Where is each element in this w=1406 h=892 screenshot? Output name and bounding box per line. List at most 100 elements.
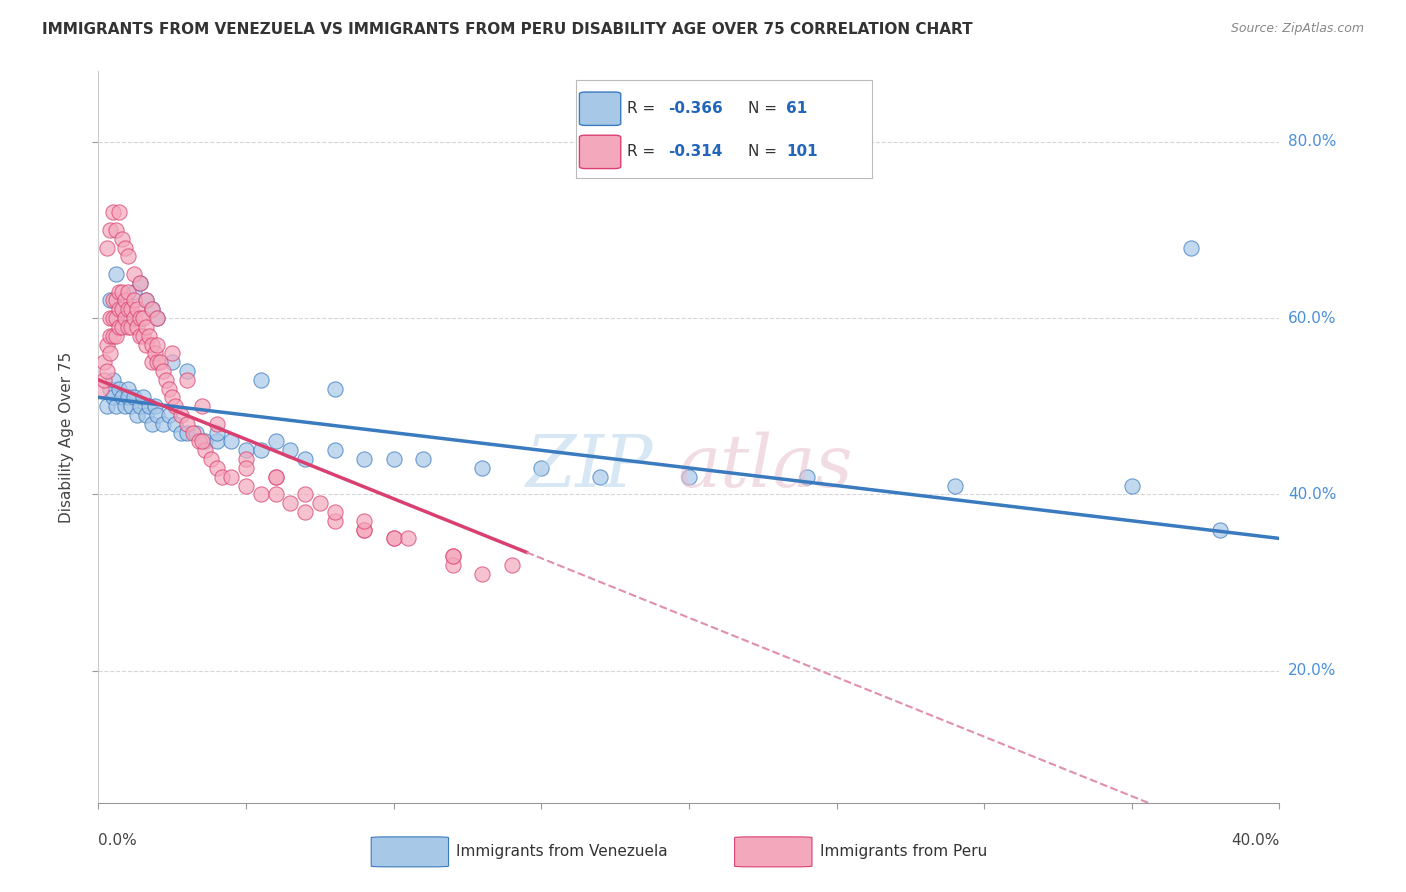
Point (165, 399, 187, 413)
Point (117, 320, 139, 334)
FancyBboxPatch shape (734, 837, 813, 867)
Point (264, 469, 287, 483)
Point (111, 320, 134, 334)
Point (105, 267, 128, 281)
FancyBboxPatch shape (371, 837, 449, 867)
Point (111, 285, 134, 299)
Point (135, 293, 157, 308)
Point (501, 558, 523, 572)
Point (114, 311, 136, 326)
Point (176, 425, 198, 440)
Point (146, 408, 169, 422)
Text: 40.0%: 40.0% (1288, 487, 1336, 502)
Point (98, 382, 121, 396)
Point (135, 337, 157, 351)
Point (176, 373, 198, 387)
Point (141, 337, 163, 351)
Point (141, 355, 163, 369)
Point (125, 408, 148, 422)
Point (103, 293, 125, 308)
Point (96, 337, 118, 351)
Point (205, 434, 228, 449)
Point (128, 399, 150, 413)
Point (353, 523, 375, 537)
Point (235, 461, 257, 475)
Point (235, 452, 257, 467)
Point (200, 452, 222, 467)
Point (105, 328, 128, 343)
Point (114, 293, 136, 308)
Text: R =: R = (627, 145, 659, 160)
Point (96, 364, 118, 378)
Point (122, 285, 145, 299)
Point (141, 302, 163, 317)
Point (398, 532, 420, 546)
Point (146, 355, 169, 369)
Point (98, 346, 121, 360)
Point (471, 461, 494, 475)
Text: -0.314: -0.314 (668, 145, 723, 160)
Point (170, 408, 193, 422)
Point (132, 311, 155, 326)
Point (132, 328, 155, 343)
Point (353, 452, 375, 467)
Point (162, 391, 183, 405)
Point (120, 399, 142, 413)
Text: 80.0%: 80.0% (1288, 135, 1336, 149)
Y-axis label: Disability Age Over 75: Disability Age Over 75 (59, 351, 75, 523)
Point (146, 311, 169, 326)
Point (191, 399, 214, 413)
Point (382, 452, 405, 467)
Text: R =: R = (627, 101, 659, 116)
Point (471, 566, 494, 581)
Point (353, 514, 375, 528)
Point (103, 311, 125, 326)
Point (117, 382, 139, 396)
Point (323, 514, 346, 528)
Point (128, 276, 150, 290)
Point (103, 391, 125, 405)
Point (323, 505, 346, 519)
Point (294, 452, 316, 467)
Point (796, 469, 818, 483)
Point (105, 311, 128, 326)
Point (191, 434, 214, 449)
Point (103, 205, 125, 219)
Point (280, 496, 302, 510)
Point (264, 487, 287, 501)
Point (149, 355, 172, 369)
Point (117, 311, 139, 326)
Point (184, 425, 207, 440)
Text: 60.0%: 60.0% (1288, 310, 1336, 326)
Point (111, 302, 134, 317)
Point (294, 505, 316, 519)
Point (98, 223, 121, 237)
Point (353, 523, 375, 537)
Point (128, 328, 150, 343)
Point (323, 382, 346, 396)
Point (132, 391, 155, 405)
Point (108, 302, 131, 317)
Point (143, 346, 166, 360)
Point (294, 487, 316, 501)
Point (250, 443, 273, 458)
Point (93, 355, 115, 369)
Point (170, 425, 193, 440)
Point (98, 328, 121, 343)
Point (117, 249, 139, 263)
Point (441, 549, 464, 563)
Point (250, 373, 273, 387)
Point (1209, 523, 1232, 537)
Point (111, 391, 134, 405)
Point (235, 443, 257, 458)
Point (114, 399, 136, 413)
Point (1180, 241, 1202, 255)
Point (309, 496, 332, 510)
Point (157, 382, 180, 396)
Point (194, 434, 217, 449)
Point (138, 328, 160, 343)
Point (678, 469, 700, 483)
Point (98, 293, 121, 308)
FancyBboxPatch shape (579, 92, 620, 126)
Point (157, 408, 180, 422)
